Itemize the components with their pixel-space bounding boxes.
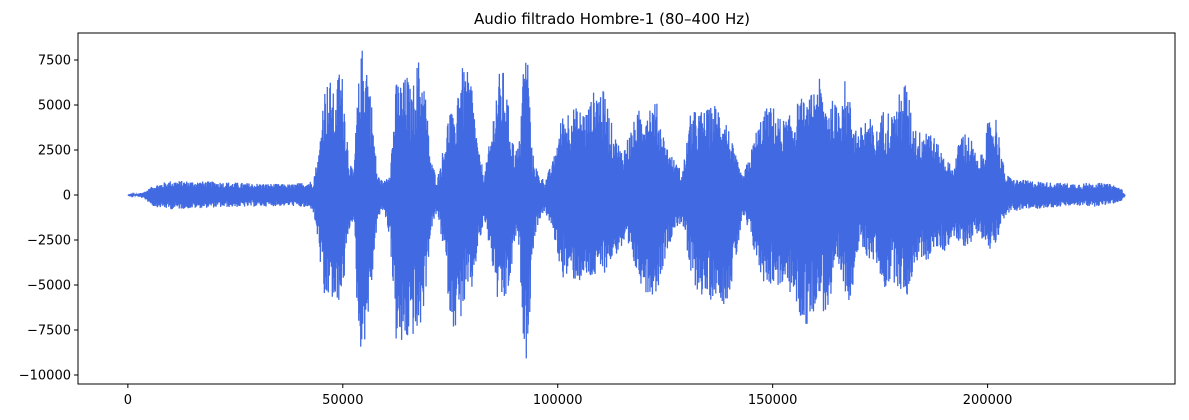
x-tick-label: 150000 bbox=[748, 393, 798, 408]
plot-frame bbox=[77, 32, 1176, 385]
x-tick-label: 50000 bbox=[322, 393, 363, 408]
y-tick-label: −7500 bbox=[27, 324, 71, 339]
y-tick-label: −2500 bbox=[27, 234, 71, 249]
x-tick-label: 200000 bbox=[963, 393, 1013, 408]
x-tick-label: 0 bbox=[124, 393, 132, 408]
y-tick-label: 7500 bbox=[38, 54, 71, 69]
y-tick-label: 0 bbox=[63, 189, 71, 204]
axes: 0 50000 100000 150000 200000−10000−7500−5000… bbox=[19, 32, 1176, 408]
chart-title: Audio filtrado Hombre-1 (80–400 Hz) bbox=[474, 10, 750, 28]
y-tick-label: 2500 bbox=[38, 144, 71, 159]
y-tick-label: −10000 bbox=[19, 369, 71, 384]
y-tick-label: 5000 bbox=[38, 99, 71, 114]
x-tick-label: 100000 bbox=[533, 393, 583, 408]
waveform-line bbox=[127, 50, 1126, 359]
plot-area bbox=[127, 50, 1126, 359]
y-tick-label: −5000 bbox=[27, 279, 71, 294]
